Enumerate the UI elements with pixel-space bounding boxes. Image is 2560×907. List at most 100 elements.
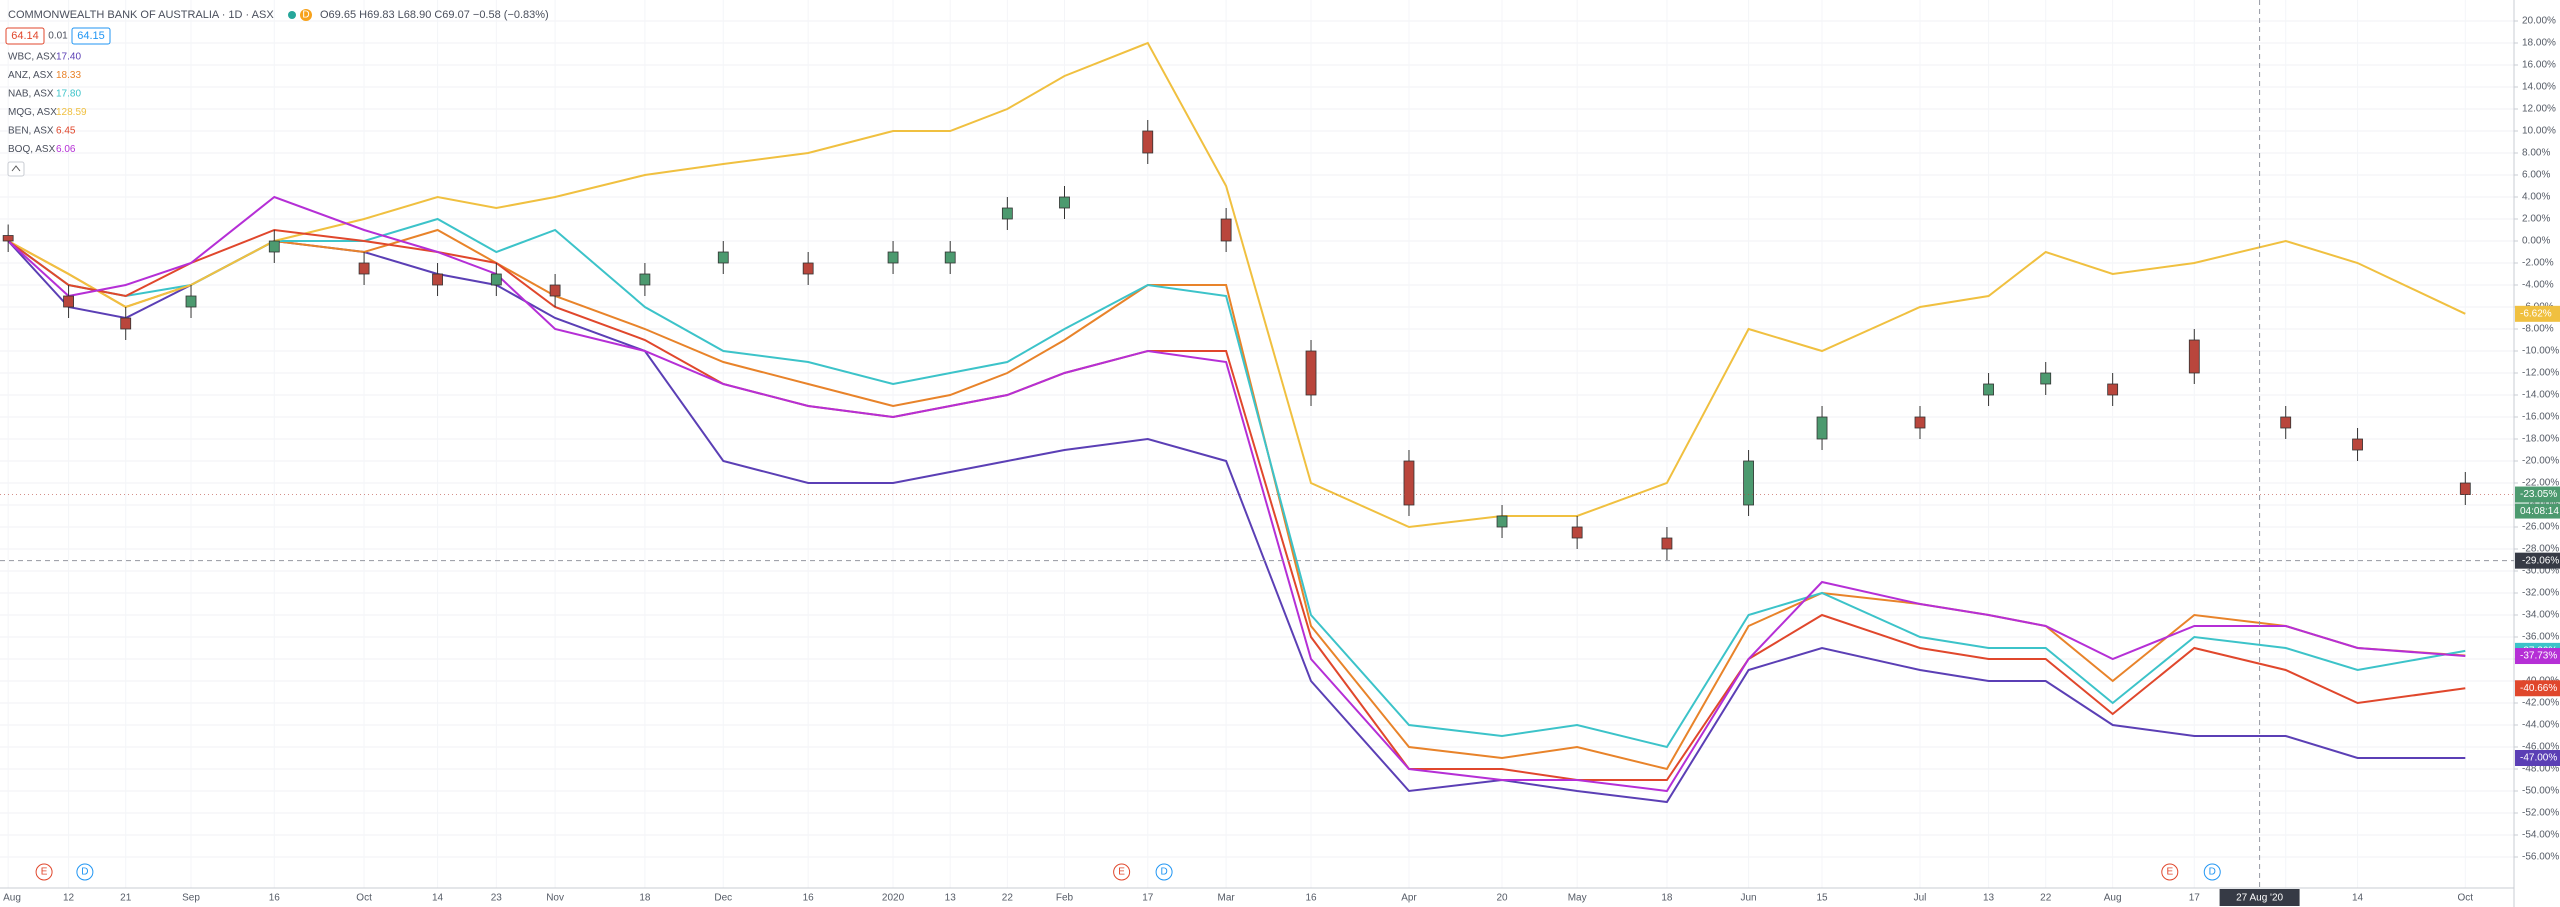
legend-value: 6.06 [56, 144, 76, 155]
candle-body [887, 251, 899, 264]
y-tick-label: -52.00% [2522, 808, 2559, 819]
y-tick-label: 10.00% [2522, 126, 2556, 137]
y-tick-label: -56.00% [2522, 852, 2559, 863]
candle-body [1983, 383, 1994, 396]
event-label: E [41, 867, 48, 878]
x-tick-label: 20 [1496, 893, 1508, 904]
x-tick-label: Apr [1401, 893, 1417, 904]
last-value-label: -6.62% [2520, 308, 2552, 319]
y-tick-label: -12.00% [2522, 368, 2559, 379]
x-tick-label: 17 [2189, 893, 2201, 904]
x-tick-label: 13 [1983, 893, 1995, 904]
last-value-badge [2515, 486, 2560, 503]
event-marker [1113, 863, 1131, 881]
x-tick-label: Oct [356, 893, 372, 904]
y-tick-label: 2.00% [2522, 214, 2550, 225]
candle-body [802, 262, 814, 275]
candle-body [1059, 196, 1070, 209]
last-value-label: -40.66% [2520, 683, 2557, 694]
x-tick-label: 2020 [882, 893, 905, 904]
legend-name: BOQ, ASX [8, 144, 56, 155]
y-tick-label: -26.00% [2522, 522, 2559, 533]
y-tick-label: -18.00% [2522, 434, 2559, 445]
x-tick-label: 16 [1305, 893, 1317, 904]
crosshair-y-label: -29.06% [2522, 555, 2559, 566]
x-tick-label: Feb [1056, 893, 1074, 904]
y-tick-label: 6.00% [2522, 170, 2550, 181]
x-tick-label: 14 [432, 893, 444, 904]
x-tick-label: 16 [803, 893, 815, 904]
crosshair-y-badge [2515, 552, 2560, 569]
last-value-label: -47.00% [2520, 753, 2557, 764]
symbol-title: COMMONWEALTH BANK OF AUSTRALIA · 1D · AS… [8, 9, 274, 21]
x-tick-label: 17 [1142, 893, 1154, 904]
legend-value: 128.59 [56, 107, 87, 118]
comparison-line [7, 239, 2466, 804]
legend-value: 6.45 [56, 126, 76, 137]
x-tick-label: Sep [182, 893, 200, 904]
interval-badge: D [302, 10, 309, 21]
event-label: D [2209, 867, 2216, 878]
x-tick-label: 21 [120, 893, 132, 904]
sell-button[interactable] [5, 27, 45, 45]
last-value-badge [2515, 750, 2560, 766]
candle-body [2352, 438, 2363, 451]
y-tick-label: -8.00% [2522, 324, 2554, 335]
x-tick-label: 13 [945, 893, 957, 904]
crosshair-x-label: 27 Aug '20 [2236, 893, 2283, 904]
badge-bg [300, 9, 312, 21]
x-tick-label: 22 [2040, 893, 2052, 904]
candle-body [432, 273, 443, 286]
x-tick-label: Oct [2458, 893, 2474, 904]
event-marker [2203, 863, 2221, 881]
x-tick-label: 22 [1002, 893, 1014, 904]
y-tick-label: 0.00% [2522, 236, 2550, 247]
plot-area [2, 41, 2471, 804]
comparison-line [7, 195, 2466, 793]
y-tick-label: -50.00% [2522, 786, 2559, 797]
x-tick-label: Mar [1218, 893, 1236, 904]
legend-value: 17.40 [56, 52, 81, 63]
y-tick-label: 12.00% [2522, 104, 2556, 115]
x-tick-label: Jul [1914, 893, 1927, 904]
x-tick-label: 18 [639, 893, 651, 904]
comparison-line [7, 217, 2466, 749]
y-tick-label: -22.00% [2522, 478, 2559, 489]
candle-body [358, 262, 370, 275]
buy-button[interactable] [71, 27, 111, 45]
event-marker [2161, 863, 2179, 881]
legend-value: 17.80 [56, 89, 81, 100]
last-value-label: -37.73% [2520, 651, 2557, 662]
y-tick-label: -16.00% [2522, 412, 2559, 423]
x-tick-label: Jun [1741, 893, 1757, 904]
candle-body [1571, 526, 1583, 539]
candle-body [1001, 207, 1013, 220]
candle-body [63, 295, 74, 308]
y-tick-label: -42.00% [2522, 698, 2559, 709]
candle-body [2280, 416, 2292, 429]
y-tick-label: -28.00% [2522, 544, 2559, 555]
y-tick-label: 14.00% [2522, 82, 2556, 93]
ohlc-values: O69.65 H69.83 L68.90 C69.07 −0.58 (−0.83… [320, 9, 549, 21]
x-tick-label: May [1568, 893, 1587, 904]
candle-body [2107, 383, 2119, 396]
x-tick-label: Aug [2104, 893, 2122, 904]
candle-body [1816, 416, 1828, 440]
candle-body [717, 251, 729, 264]
x-tick-label: 23 [491, 893, 503, 904]
candle-body [1142, 130, 1154, 154]
bar-timer: 04:08:14 [2520, 506, 2559, 517]
y-tick-label: -44.00% [2522, 720, 2559, 731]
x-tick-label: Aug [3, 893, 21, 904]
event-label: D [1160, 867, 1167, 878]
candle-body [2188, 339, 2200, 374]
candle-body [1220, 218, 1232, 242]
last-value-badge [2515, 305, 2560, 322]
spread: 0.01 [48, 31, 68, 42]
candle-body [2459, 482, 2471, 495]
candle-body [549, 284, 561, 297]
y-tick-label: -46.00% [2522, 742, 2559, 753]
crosshair-x-badge [2219, 889, 2300, 906]
collapse-button[interactable] [7, 161, 25, 177]
x-tick-label: 18 [1661, 893, 1673, 904]
